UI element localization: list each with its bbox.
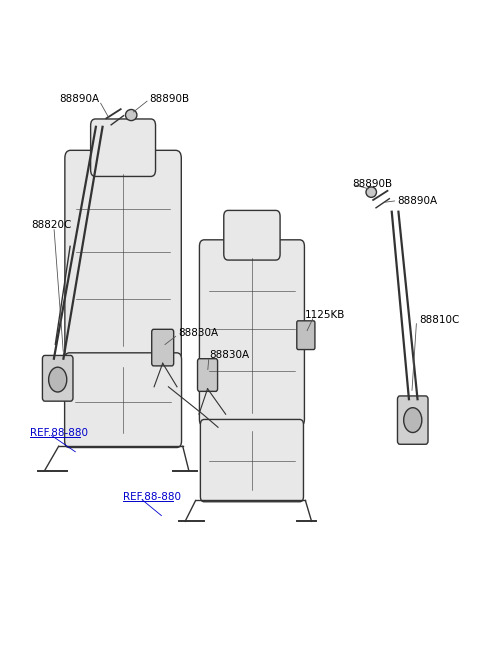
Circle shape: [404, 407, 422, 432]
Text: 88890B: 88890B: [352, 179, 392, 190]
Ellipse shape: [125, 110, 137, 121]
FancyBboxPatch shape: [152, 329, 174, 366]
FancyBboxPatch shape: [199, 240, 304, 426]
Circle shape: [48, 367, 67, 392]
Text: 88830A: 88830A: [178, 328, 218, 338]
Text: REF.88-880: REF.88-880: [123, 491, 181, 502]
FancyBboxPatch shape: [65, 150, 181, 362]
Text: 88890B: 88890B: [149, 94, 190, 104]
FancyBboxPatch shape: [297, 321, 315, 350]
FancyBboxPatch shape: [397, 396, 428, 444]
FancyBboxPatch shape: [200, 419, 303, 502]
FancyBboxPatch shape: [224, 211, 280, 260]
Text: 88810C: 88810C: [419, 314, 459, 325]
FancyBboxPatch shape: [65, 353, 181, 447]
Text: 88820C: 88820C: [31, 220, 72, 230]
FancyBboxPatch shape: [42, 356, 73, 401]
FancyBboxPatch shape: [198, 359, 217, 392]
Text: 88890A: 88890A: [397, 195, 438, 205]
Text: 88890A: 88890A: [59, 94, 99, 104]
Ellipse shape: [366, 187, 376, 197]
FancyBboxPatch shape: [91, 119, 156, 176]
Text: 1125KB: 1125KB: [304, 310, 345, 320]
Text: 88830A: 88830A: [209, 350, 249, 360]
Text: REF.88-880: REF.88-880: [30, 428, 88, 438]
